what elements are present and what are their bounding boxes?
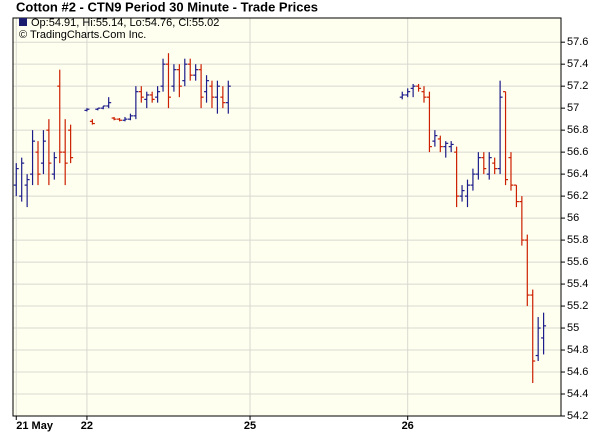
ohlc-bar [165, 53, 171, 109]
y-tick-label: 54.8 [567, 344, 588, 356]
y-tick-label: 55.6 [567, 256, 588, 268]
ohlc-bar [416, 83, 422, 92]
ohlc-bar [470, 168, 476, 191]
ohlc-bar [535, 317, 541, 362]
x-tick-label: 26 [402, 420, 414, 432]
y-tick-label: 55.8 [567, 234, 588, 246]
ohlc-bar [24, 174, 30, 208]
ohlc-bar [51, 152, 57, 180]
ohlc-bar [220, 86, 226, 109]
ohlc-bar [62, 119, 68, 186]
ohlc-bar [464, 179, 470, 208]
ohlc-bar [503, 91, 509, 186]
ohlc-bar [155, 86, 161, 103]
ohlc-bar [405, 88, 411, 98]
y-tick-label: 54.4 [567, 388, 588, 400]
ohlc-bar [421, 86, 427, 103]
y-tick-label: 56.4 [567, 168, 588, 180]
ohlc-bar [19, 157, 25, 202]
ohlc-bar [541, 312, 547, 355]
plot-area [13, 18, 561, 416]
y-tick-label: 55.2 [567, 300, 588, 312]
ohlc-bar [193, 64, 199, 81]
ohlc-bar [106, 97, 112, 109]
ohlc-bar [426, 91, 432, 153]
ohlc-bar [138, 86, 144, 103]
y-tick-label: 57.6 [567, 36, 588, 48]
ohlc-bar [524, 234, 530, 307]
ohlc-bar [35, 141, 41, 186]
y-tick-label: 57.2 [567, 80, 588, 92]
ohlc-bar [182, 58, 188, 87]
ohlc-bar [117, 118, 123, 122]
y-tick-label: 56.2 [567, 190, 588, 202]
legend-text: Op:54.91, Hi:55.14, Lo:54.76, Cl:55.02 [31, 17, 219, 29]
ohlc-bar [437, 135, 443, 153]
ohlc-bar [492, 157, 498, 175]
ohlc-bar [46, 119, 52, 186]
y-tick-label: 54.2 [567, 410, 588, 422]
ohlc-bar [127, 113, 133, 121]
y-tick-label: 57.4 [567, 58, 588, 70]
ohlc-bar [95, 107, 101, 111]
ohlc-bar [30, 130, 36, 186]
y-tick-label: 55.4 [567, 278, 588, 290]
ohlc-bar [84, 108, 90, 112]
ohlc-bar [209, 80, 215, 109]
ohlc-bar [198, 64, 204, 109]
copyright: © TradingCharts.Com Inc. [19, 29, 146, 41]
ohlc-bar [100, 105, 106, 110]
ohlc-bar [89, 119, 95, 125]
ohlc-bar [160, 58, 166, 92]
y-tick-label: 55 [567, 322, 579, 334]
ohlc-bar [410, 83, 416, 98]
ohlc-bar [122, 116, 128, 122]
y-tick-label: 57 [567, 102, 579, 114]
y-tick-label: 56.8 [567, 124, 588, 136]
ohlc-bar [204, 75, 210, 103]
y-tick-label: 56.6 [567, 146, 588, 158]
ohlc-bar [530, 289, 536, 384]
ohlc-bar [187, 58, 193, 81]
ohlc-bar [486, 152, 492, 180]
ohlc-bar [448, 141, 454, 153]
ohlc-bar [68, 124, 74, 164]
ohlc-bar [149, 91, 155, 103]
ohlc-bar [111, 116, 117, 121]
y-tick-label: 54.6 [567, 366, 588, 378]
ohlc-bar [13, 163, 19, 197]
ohlc-bar [475, 152, 481, 180]
x-tick-label: 21 May [16, 420, 54, 432]
ohlc-bar [225, 80, 231, 114]
ohlc-bar [508, 152, 514, 191]
ohlc-bar [40, 130, 46, 175]
ohlc-bar [481, 152, 487, 175]
y-tick-label: 56 [567, 212, 579, 224]
ohlc-bar [133, 86, 139, 120]
ohlc-bar [399, 91, 405, 100]
ohlc-bar [176, 64, 182, 98]
x-tick-label: 22 [81, 420, 93, 432]
x-tick-label: 25 [244, 420, 256, 432]
ohlc-bar [497, 80, 503, 175]
chart-title: Cotton #2 - CTN9 Period 30 Minute - Trad… [16, 0, 318, 14]
legend-swatch [19, 18, 27, 26]
ohlc-bar [519, 196, 525, 246]
plot-border [12, 17, 562, 417]
ohlc-bar [214, 80, 220, 114]
ohlc-bar [459, 185, 465, 202]
ohlc-bar [57, 69, 63, 164]
ohlc-bar [144, 91, 150, 109]
ohlc-bar [443, 141, 449, 158]
ohlc-bar [454, 146, 460, 208]
ohlc-bar [432, 130, 438, 147]
ohlc-bar [171, 64, 177, 92]
ohlc-bar [513, 184, 519, 208]
